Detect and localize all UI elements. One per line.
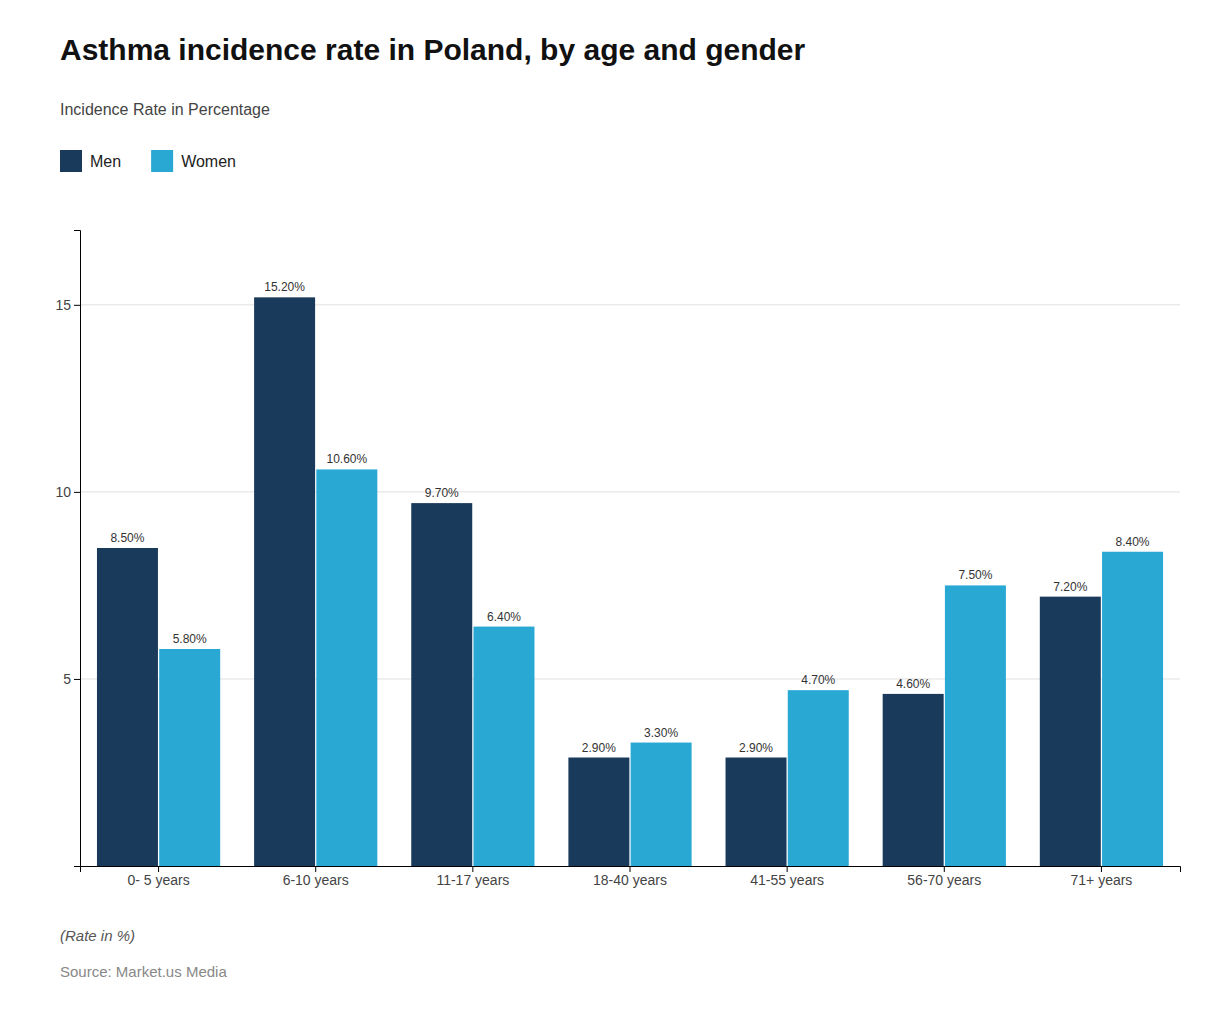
y-tick-mark <box>74 492 80 493</box>
bar <box>316 469 377 866</box>
x-tick: 71+ years <box>1070 866 1132 888</box>
x-tick-label: 71+ years <box>1070 872 1132 888</box>
data-label: 5.80% <box>173 632 207 646</box>
y-tick-label: 10 <box>55 484 71 500</box>
legend-label: Men <box>90 153 121 170</box>
bars <box>97 297 1163 866</box>
x-tick: 41-55 years <box>750 866 824 888</box>
legend-item: Men <box>60 150 121 172</box>
bar <box>473 627 534 866</box>
legend-swatch <box>151 150 173 172</box>
legend-item: Women <box>151 150 236 172</box>
x-tick-label: 56-70 years <box>907 872 981 888</box>
bar <box>788 690 849 866</box>
data-label: 4.70% <box>801 673 835 687</box>
subtitle: Incidence Rate in Percentage <box>60 101 270 118</box>
data-label: 7.20% <box>1053 580 1087 594</box>
data-label: 2.90% <box>582 741 616 755</box>
data-label: 2.90% <box>739 741 773 755</box>
bar <box>726 758 787 866</box>
grid-line <box>80 491 1180 492</box>
bar <box>1102 552 1163 866</box>
y-tick-mark <box>74 679 80 680</box>
y-tick-mark <box>74 305 80 306</box>
bar <box>945 585 1006 866</box>
legend-swatch <box>60 150 82 172</box>
grid-line <box>80 304 1180 305</box>
grid-line <box>80 678 1180 679</box>
bar <box>631 743 692 866</box>
data-label: 6.40% <box>487 610 521 624</box>
y-tick-label: 5 <box>63 671 71 687</box>
x-tick: 11-17 years <box>436 866 509 888</box>
legend-label: Women <box>181 153 236 170</box>
title: Asthma incidence rate in Poland, by age … <box>60 33 806 66</box>
y-tick: 15 <box>55 297 80 313</box>
x-tick-label: 0- 5 years <box>127 872 189 888</box>
y-tick-label: 15 <box>55 297 71 313</box>
data-label: 10.60% <box>326 452 367 466</box>
data-labels: 8.50% 15.20% 9.70% 2.90% 2.90% 4.60% 7.20% 5.80… <box>110 280 1149 754</box>
bar <box>411 503 472 866</box>
data-label: 4.60% <box>896 677 930 691</box>
x-tick-label: 18-40 years <box>593 872 667 888</box>
data-label: 15.20% <box>264 280 305 294</box>
plot: 8.50% 15.20% 9.70% 2.90% 2.90% 4.60% 7.20% 5.80… <box>55 231 1180 888</box>
data-label: 7.50% <box>958 568 992 582</box>
x-tick: 56-70 years <box>907 866 981 888</box>
bar <box>254 297 315 866</box>
chart: Asthma incidence rate in Poland, by age … <box>0 0 1220 1016</box>
x-tick: 18-40 years <box>593 866 667 888</box>
bar <box>97 548 158 866</box>
data-label: 8.50% <box>110 531 144 545</box>
y-tick: 5 <box>63 671 80 687</box>
annotation: Source: Market.us Media <box>60 963 227 980</box>
x-axis: 0- 5 years 6-10 years 11-17 years 18-40 yea… <box>81 866 1181 888</box>
legend: Men Women <box>60 150 236 172</box>
annotation: (Rate in %) <box>60 927 135 944</box>
grid <box>80 305 1180 679</box>
data-label: 8.40% <box>1116 535 1150 549</box>
y-axis: 5 10 15 <box>55 231 80 867</box>
y-tick: 10 <box>55 484 80 500</box>
x-tick: 0- 5 years <box>127 866 189 888</box>
x-tick-label: 41-55 years <box>750 872 824 888</box>
x-tick-label: 11-17 years <box>436 872 509 888</box>
bar <box>1040 597 1101 866</box>
data-label: 9.70% <box>425 486 459 500</box>
x-tick-label: 6-10 years <box>283 872 349 888</box>
annotations: (Rate in %) Source: Market.us Media <box>60 927 227 980</box>
bar <box>568 758 629 866</box>
x-tick: 6-10 years <box>283 866 349 888</box>
y-axis-line <box>74 231 81 867</box>
bar <box>883 694 944 866</box>
data-label: 3.30% <box>644 726 678 740</box>
bar <box>159 649 220 866</box>
